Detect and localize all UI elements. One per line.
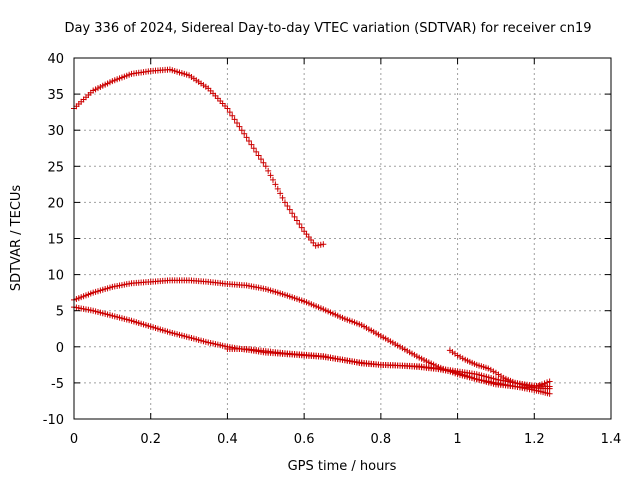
- data-point: [260, 159, 267, 166]
- data-point: [546, 390, 553, 397]
- data-point: [262, 163, 269, 170]
- data-point: [536, 382, 543, 389]
- data-point: [241, 130, 248, 137]
- y-tick-label: 10: [47, 269, 64, 284]
- data-point: [293, 217, 300, 224]
- data-point: [236, 123, 243, 130]
- data-point: [284, 203, 291, 210]
- y-tick-label: 5: [56, 305, 64, 320]
- data-point: [279, 194, 286, 201]
- x-tick-label: 0.4: [217, 432, 238, 447]
- data-point: [546, 378, 553, 385]
- data-point: [253, 148, 260, 155]
- y-tick-label: 35: [47, 88, 64, 103]
- y-tick-label: 0: [56, 341, 64, 356]
- data-point: [238, 127, 245, 134]
- data-point: [457, 353, 464, 360]
- data-point: [224, 105, 231, 112]
- series-track-5: [224, 345, 553, 392]
- data-point: [229, 112, 236, 119]
- x-tick-label: 0: [70, 432, 78, 447]
- x-axis-label: GPS time / hours: [288, 459, 397, 474]
- data-point: [490, 368, 497, 375]
- data-series: [71, 66, 553, 397]
- data-point: [546, 385, 553, 392]
- x-tick-label: 0.8: [371, 432, 392, 447]
- data-point: [281, 199, 288, 206]
- x-tick-label: 1.2: [524, 432, 545, 447]
- y-tick-label: 20: [47, 196, 64, 211]
- grid: [74, 58, 611, 419]
- data-point: [487, 366, 494, 373]
- data-point: [286, 206, 293, 213]
- data-point: [231, 116, 238, 123]
- data-point: [538, 381, 545, 388]
- y-tick-label: 15: [47, 233, 64, 248]
- y-tick-label: -5: [51, 377, 64, 392]
- data-point: [243, 134, 250, 141]
- y-tick-label: 30: [47, 124, 64, 139]
- data-point: [274, 185, 281, 192]
- data-point: [544, 379, 551, 386]
- data-point: [250, 145, 257, 152]
- data-point: [541, 380, 548, 387]
- data-point: [226, 109, 233, 116]
- data-point: [265, 167, 272, 174]
- data-point: [454, 352, 461, 359]
- data-point: [269, 176, 276, 183]
- data-point: [267, 172, 274, 179]
- data-point: [485, 365, 492, 372]
- tick-labels: 0 0.2 0.4 0.6 0.8 1 1.2 1.4 -10 -5 0 5 10 15 20 25 30 35 4…: [43, 52, 622, 447]
- y-tick-label: 25: [47, 160, 64, 175]
- data-point: [289, 210, 296, 217]
- data-point: [296, 221, 303, 228]
- data-point: [246, 138, 253, 145]
- x-tick-label: 1.4: [601, 432, 622, 447]
- data-point: [459, 355, 466, 362]
- x-tick-label: 0.2: [140, 432, 161, 447]
- data-point: [272, 181, 279, 188]
- data-point: [298, 224, 305, 231]
- chart-title: Day 336 of 2024, Sidereal Day-to-day VTE…: [64, 21, 591, 36]
- data-point: [257, 156, 264, 163]
- y-tick-label: -10: [43, 413, 64, 428]
- data-point: [320, 241, 327, 248]
- axis-ticks: [73, 57, 612, 420]
- x-tick-label: 0.6: [294, 432, 315, 447]
- y-axis-label: SDTVAR / TECUs: [9, 185, 24, 292]
- data-point: [277, 190, 284, 197]
- data-point: [291, 213, 298, 220]
- data-point: [234, 119, 241, 126]
- data-point: [248, 141, 255, 148]
- data-point: [255, 152, 262, 159]
- series-track-1: [71, 66, 327, 249]
- x-tick-label: 1: [453, 432, 461, 447]
- y-tick-label: 40: [47, 52, 64, 67]
